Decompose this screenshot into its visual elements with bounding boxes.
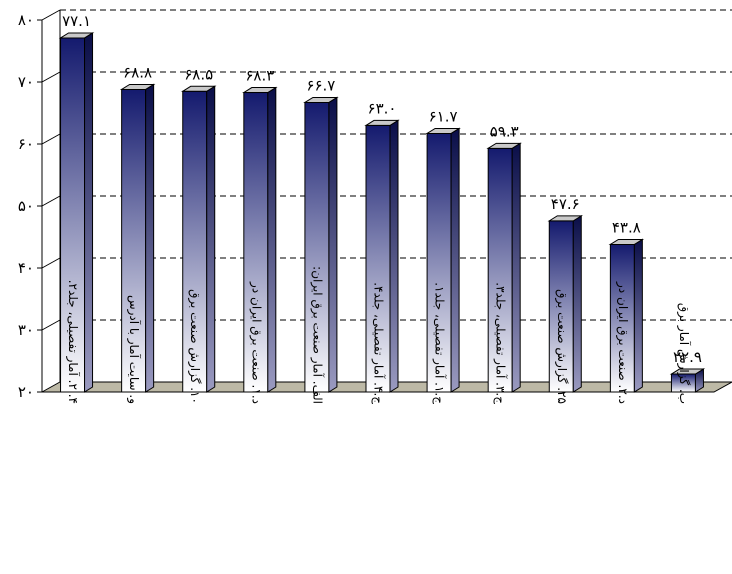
bar [180,85,217,393]
data-label: ۶۳.۰ [368,99,397,117]
bar-front [548,220,574,393]
category-label: ۲۵. گزارش صنعت برق [554,289,569,404]
bar-top [547,215,584,222]
data-label: ۶۶.۷ [306,76,335,94]
bar-front [365,124,391,393]
bar-side [572,214,582,393]
bar [486,142,522,393]
bar-front [243,92,269,393]
y-tick-label: ۷۰ [18,73,34,91]
bar-top [486,142,522,149]
data-label: ۶۸.۸ [123,63,152,81]
bar [58,32,95,393]
data-label: ۷۷.۱ [62,12,91,30]
bar-side [145,83,155,393]
category-label: ج.۳. آمار تفصیلی، جلد۳. [493,282,509,404]
bar-top [608,238,645,245]
bar-side [328,96,338,393]
bar-front [182,90,208,393]
bar-front [609,243,635,393]
bars-layer [58,32,706,393]
bar [669,368,706,393]
data-label: ۴۷.۶ [551,195,580,213]
bar [425,127,461,393]
category-label: ۴. ۲. آمار تفصیلی، جلد۲. [65,280,81,404]
data-label: ۶۸.۵ [184,65,213,83]
bar [547,214,584,393]
category-label: ج.۴. آمار تفصیلی، جلد۴. [371,282,387,404]
category-label: د.۱. صنعت برق ایران در [248,281,263,404]
bar-top [425,127,461,134]
bar-top [669,368,706,375]
labels-layer: ۲۰ ۳۰ ۴۰ ۵۰ ۶۰ ۷۰ ۸۰ ۷۷.۱ ۴. ۲. آمار تفصیلی، جلد… [18,11,702,404]
gridline-side [41,257,61,269]
bar-side [450,127,460,393]
bar [303,96,339,393]
category-label: و. سایت آمار با آدرس [126,295,142,404]
bar-side [206,85,216,393]
data-label: ۶۱.۷ [429,107,458,125]
bar-top [58,32,95,39]
bar-front [304,101,330,393]
category-label: ج.۱. آمار تفصیلی، جلد۱. [432,282,448,404]
bar-top [119,83,156,90]
gridline-side [41,195,61,207]
bar-top [303,96,339,103]
bar [608,238,645,393]
y-tick-label: ۲۰ [18,383,34,401]
bar [364,119,400,393]
bar-side [389,119,399,393]
bar-side [267,86,277,393]
bar-side [84,32,94,393]
data-label: ۲۲.۹ [673,348,702,366]
y-tick-label: ۳۰ [18,321,34,339]
data-label: ۴۳.۸ [612,218,641,236]
category-label: د.۲. صنعت برق ایران در [615,281,630,404]
category-label: ب. گزارش آمار برق [676,303,692,404]
bar [242,86,278,393]
bar-top [180,85,217,92]
gridline-side [41,71,61,83]
gridline-side [41,319,61,331]
data-label: ۵۹.۳ [490,122,519,140]
bar-front [426,132,452,393]
y-tick-label: ۶۰ [18,135,34,153]
y-tick-label: ۴۰ [18,259,34,277]
y-tick-label: ۸۰ [18,11,34,29]
gridline-side [41,133,61,145]
y-tick-label: ۵۰ [18,197,34,215]
bar-top [242,87,278,94]
gridline-side [41,9,61,21]
category-label: ۱۰. گزارش صنعت برق [187,289,202,404]
category-label: الف. آمار صنعت برق ایران: [309,266,325,404]
bar-side [633,238,643,393]
bar-top [364,119,400,126]
bar-side [511,142,521,393]
data-label: ۶۸.۳ [245,67,274,85]
bar [119,83,156,393]
bar-front [60,37,86,393]
